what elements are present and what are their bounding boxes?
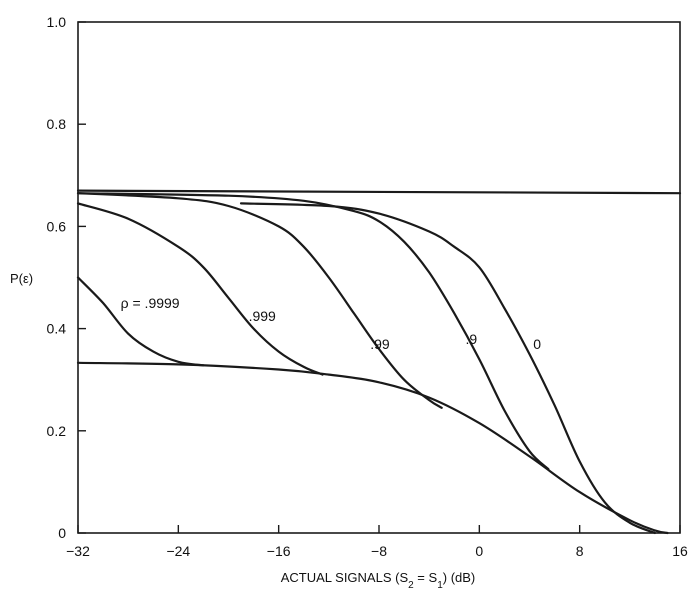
series-layer (76, 189, 682, 535)
x-axis-title-part: ACTUAL SIGNALS (S (281, 570, 409, 585)
curve-label: .9 (466, 331, 478, 347)
x-axis-title-part: ) (dB) (443, 570, 476, 585)
x-tick-label: 0 (475, 543, 483, 559)
x-tick-label: −32 (66, 543, 90, 559)
subscript: 1 (437, 580, 443, 589)
curve-label: .999 (249, 308, 276, 324)
y-axis-title: P(ε) (10, 271, 33, 286)
curve-label: 0 (533, 336, 541, 352)
x-tick-label: 8 (576, 543, 584, 559)
series-line-1 (76, 202, 324, 376)
x-tick-label: 16 (672, 543, 688, 559)
x-tick-label: −24 (166, 543, 190, 559)
y-tick-label: 0.6 (47, 218, 67, 234)
x-axis-ticks: −32 −24 −16 −8 0 8 16 (66, 525, 688, 559)
y-tick-label: 0 (58, 525, 66, 541)
y-axis-ticks: 0 0.2 0.4 0.6 0.8 1.0 (47, 14, 86, 541)
series-line-4 (239, 202, 656, 535)
series-line-5 (76, 189, 682, 195)
x-axis-title-part: = S (414, 570, 438, 585)
y-tick-label: 0.4 (47, 321, 67, 337)
curve-label: ρ = .9999 (121, 295, 180, 311)
series-line-2 (76, 192, 443, 409)
series-line-0 (76, 276, 205, 367)
y-tick-label: 0.2 (47, 423, 67, 439)
curve-label: .99 (370, 336, 390, 352)
y-tick-label: 1.0 (47, 14, 67, 30)
y-tick-label: 0.8 (47, 116, 67, 132)
x-tick-label: −16 (267, 543, 291, 559)
x-tick-label: −8 (371, 543, 387, 559)
series-line-6 (76, 361, 669, 535)
curve-labels: ρ = .9999 .999 .99 .9 0 (121, 295, 542, 352)
subscript: 2 (408, 580, 414, 589)
plot-frame (77, 21, 681, 534)
series-line-3 (76, 192, 550, 471)
x-axis-title: ACTUAL SIGNALS (S2 = S1) (dB) (281, 570, 476, 589)
